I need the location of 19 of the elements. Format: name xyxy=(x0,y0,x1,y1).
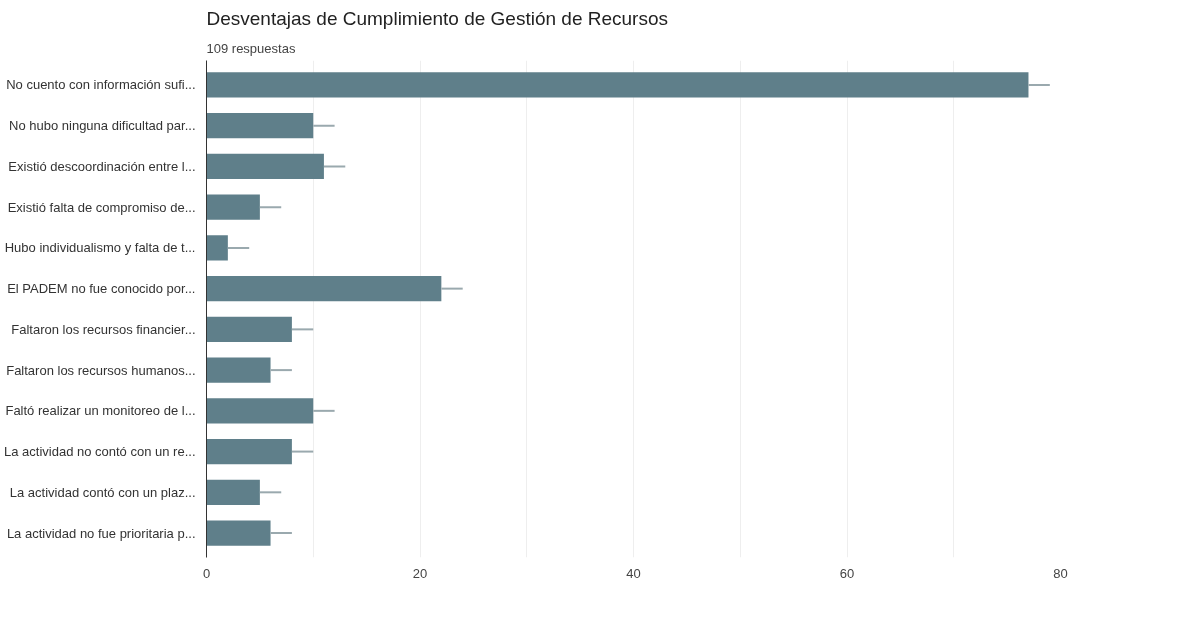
y-tick-label: El PADEM no fue conocido por... xyxy=(7,281,196,297)
y-tick-label: La actividad contó con un plaz... xyxy=(9,484,196,500)
x-tick-label: 40 xyxy=(626,565,641,581)
y-tick-label: Hubo individualismo y falta de t... xyxy=(4,240,196,256)
chart-subtitle: 109 respuestas xyxy=(206,40,296,56)
x-tick-label: 60 xyxy=(839,565,855,581)
y-tick-label: La actividad no fue prioritaria p... xyxy=(6,525,196,541)
chart-title: Desventajas de Cumplimiento de Gestión de Recursos xyxy=(206,7,669,29)
y-tick-label: Existió descoordinación entre l... xyxy=(8,158,196,174)
y-tick-label: Faltaron los recursos financier... xyxy=(11,321,196,337)
y-tick-label: La actividad no contó con un re... xyxy=(3,444,196,460)
y-tick-label: Existió falta de compromiso de... xyxy=(7,199,196,215)
y-tick-label: Faltó realizar un monitoreo de l... xyxy=(5,403,196,419)
y-tick-label: Faltaron los recursos humanos... xyxy=(6,362,196,378)
x-tick-label: 0 xyxy=(202,565,211,581)
y-tick-label: No hubo ninguna dificultad par... xyxy=(9,118,196,134)
x-tick-label: 80 xyxy=(1053,565,1068,581)
x-tick-label: 20 xyxy=(412,565,428,581)
y-tick-label: No cuento con información sufi... xyxy=(6,77,196,93)
